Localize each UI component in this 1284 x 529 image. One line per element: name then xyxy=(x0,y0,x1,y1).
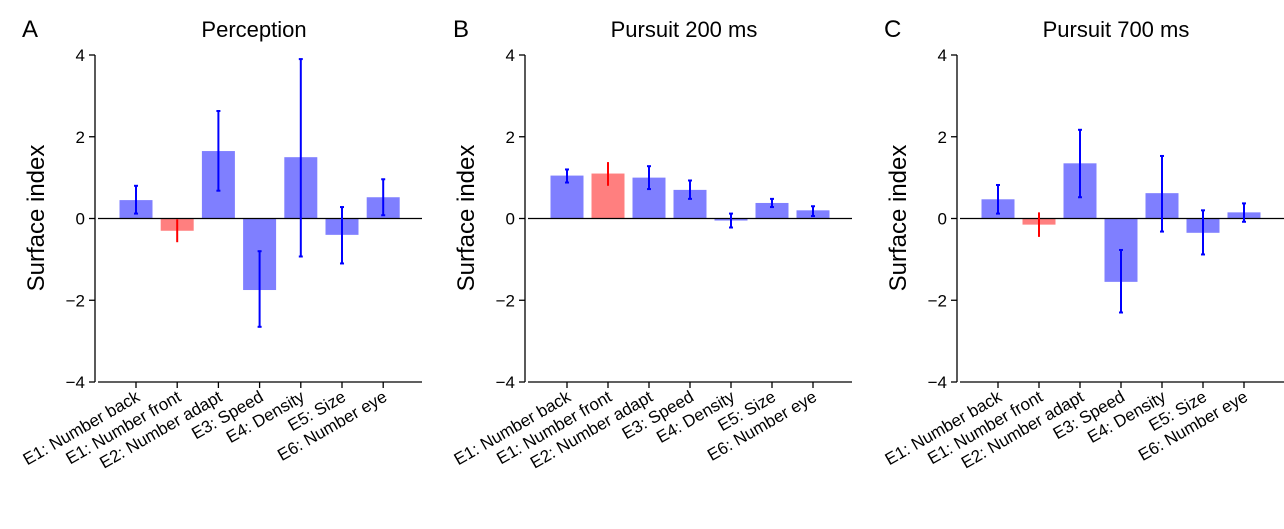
y-tick-label: −2 xyxy=(928,291,947,310)
y-tick-label: −2 xyxy=(496,291,515,310)
y-tick-label: 2 xyxy=(938,128,947,147)
y-tick-label: 4 xyxy=(938,46,947,65)
bar xyxy=(755,202,789,219)
panel-label: C xyxy=(884,16,901,43)
y-axis-label: Surface index xyxy=(885,145,912,292)
y-tick-label: −4 xyxy=(928,373,947,392)
chart-title: Pursuit 700 ms xyxy=(1043,17,1190,42)
y-tick-label: 0 xyxy=(76,210,85,229)
chart-title: Perception xyxy=(201,17,306,42)
y-tick-label: 2 xyxy=(76,128,85,147)
y-tick-label: −4 xyxy=(496,373,515,392)
panel-label: A xyxy=(22,16,38,43)
y-tick-label: 2 xyxy=(506,128,515,147)
panel-label: B xyxy=(453,16,469,43)
y-tick-label: 4 xyxy=(76,46,85,65)
chart-title: Pursuit 200 ms xyxy=(611,17,758,42)
y-tick-label: −2 xyxy=(66,291,85,310)
y-axis-label: Surface index xyxy=(23,145,50,292)
y-axis-label: Surface index xyxy=(453,145,480,292)
y-tick-label: 0 xyxy=(938,210,947,229)
y-tick-label: 4 xyxy=(506,46,515,65)
y-tick-label: −4 xyxy=(66,373,85,392)
y-tick-label: 0 xyxy=(506,210,515,229)
